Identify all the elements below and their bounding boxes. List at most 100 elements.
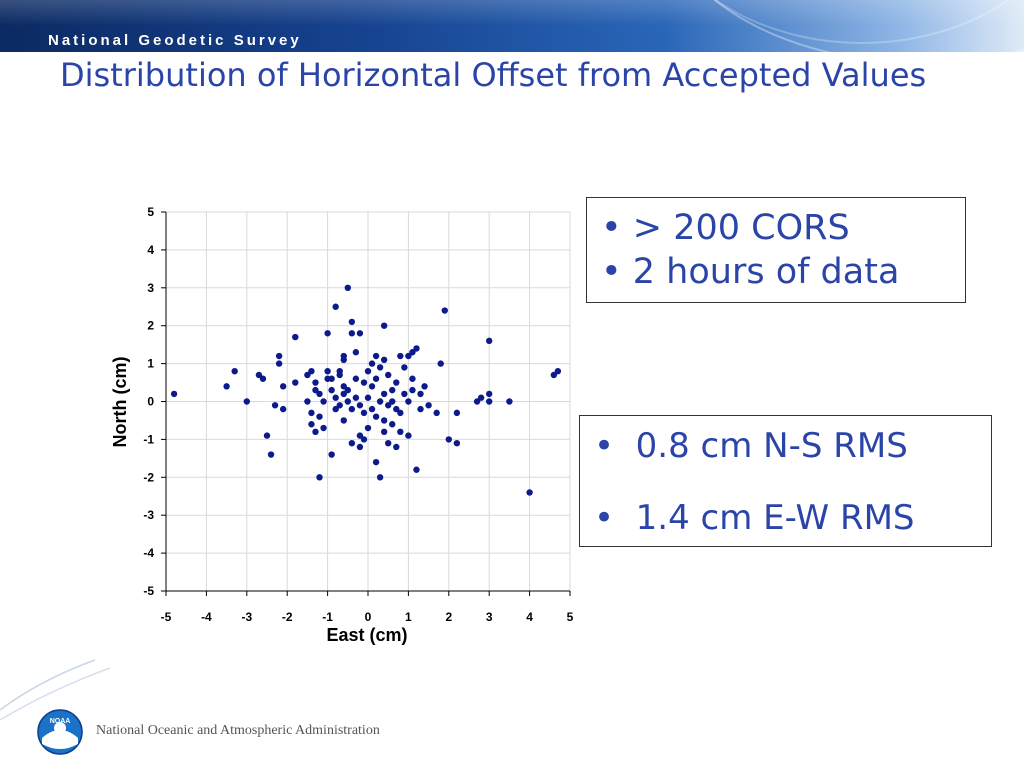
x-tick-label: -5 <box>161 610 172 624</box>
x-axis-label: East (cm) <box>326 625 407 645</box>
data-point <box>356 402 364 409</box>
data-point <box>316 413 323 420</box>
data-point <box>385 371 392 379</box>
stats-box: • > 200 CORS • 2 hours of data <box>586 197 966 303</box>
data-point <box>405 398 412 405</box>
data-point <box>389 386 396 394</box>
data-point <box>348 405 356 413</box>
data-point <box>417 390 424 398</box>
data-point <box>352 394 360 401</box>
data-point <box>413 345 420 352</box>
data-point <box>486 398 493 405</box>
data-point <box>344 386 351 394</box>
data-point <box>372 375 380 382</box>
y-tick-label: -4 <box>143 546 154 560</box>
data-point <box>385 402 392 409</box>
y-tick-label: 3 <box>147 281 154 295</box>
data-point <box>389 421 396 428</box>
data-point <box>453 439 461 447</box>
data-point <box>340 417 347 424</box>
data-point <box>344 284 351 291</box>
data-point <box>324 330 331 337</box>
chart-tick-labels: -5 -4 -3 -2 -1 0 1 2 3 4 5 -5 -4 -3 -2 -1 0 1 2 3 4 5 <box>143 205 573 624</box>
data-point <box>259 375 267 382</box>
data-point <box>405 432 412 439</box>
y-tick-label: 4 <box>147 243 154 257</box>
data-point <box>405 352 412 360</box>
data-point <box>263 432 271 439</box>
data-point <box>417 405 424 413</box>
data-point <box>364 424 372 432</box>
data-point <box>486 337 493 345</box>
data-point <box>526 489 533 496</box>
x-tick-label: 5 <box>567 610 574 624</box>
data-point <box>348 330 356 337</box>
data-point <box>308 409 315 417</box>
data-point <box>393 443 400 451</box>
data-point <box>340 383 347 390</box>
data-point <box>360 436 368 443</box>
data-point <box>372 352 380 360</box>
data-point <box>292 333 299 341</box>
data-point <box>328 375 335 382</box>
data-point <box>312 379 319 386</box>
footer-org-name: National Oceanic and Atmospheric Adminis… <box>96 723 380 738</box>
noaa-logo-text: NOAA <box>50 718 71 725</box>
data-point <box>393 405 400 413</box>
x-tick-label: -2 <box>282 610 293 624</box>
y-tick-label: 1 <box>147 357 154 371</box>
data-point <box>360 379 368 386</box>
chart-gridlines <box>166 211 571 591</box>
data-point <box>304 371 311 379</box>
data-point <box>441 307 448 314</box>
data-point <box>316 474 323 481</box>
data-point <box>356 443 364 451</box>
data-point <box>376 364 384 371</box>
data-point <box>506 398 513 405</box>
data-point <box>336 367 343 375</box>
data-point <box>356 330 364 337</box>
data-point <box>255 371 263 379</box>
data-point <box>243 398 250 405</box>
data-point <box>397 409 404 417</box>
data-point <box>344 398 351 405</box>
data-point <box>401 390 408 398</box>
data-point <box>356 432 364 439</box>
data-point <box>473 398 481 405</box>
data-point <box>170 390 178 398</box>
data-point <box>340 352 347 360</box>
data-point <box>376 474 384 481</box>
data-point <box>271 402 279 409</box>
y-tick-label: 0 <box>147 395 154 409</box>
data-point <box>231 367 238 375</box>
data-point <box>320 398 327 405</box>
data-point <box>332 394 339 401</box>
data-point <box>332 405 339 413</box>
data-point <box>368 405 376 413</box>
slide-title: Distribution of Horizontal Offset from A… <box>60 56 927 94</box>
x-tick-label: 1 <box>405 610 412 624</box>
data-point <box>332 303 339 310</box>
x-tick-label: 0 <box>365 610 372 624</box>
data-point <box>409 386 416 394</box>
data-point <box>304 398 311 405</box>
data-point <box>275 352 283 360</box>
data-point <box>372 413 380 420</box>
data-point <box>328 451 335 458</box>
data-point <box>385 439 392 447</box>
data-point <box>328 386 335 394</box>
y-tick-label: 5 <box>147 205 154 219</box>
data-point <box>223 383 230 390</box>
chart-axes <box>161 211 571 596</box>
data-point <box>352 349 360 356</box>
x-tick-label: 2 <box>445 610 452 624</box>
data-point <box>421 383 428 390</box>
y-tick-label: 2 <box>147 319 154 333</box>
noaa-logo: NOAA <box>37 709 83 755</box>
data-point <box>453 409 461 417</box>
data-point <box>393 379 400 386</box>
header-band <box>0 0 1024 52</box>
data-point <box>292 379 299 386</box>
data-point <box>312 428 319 436</box>
